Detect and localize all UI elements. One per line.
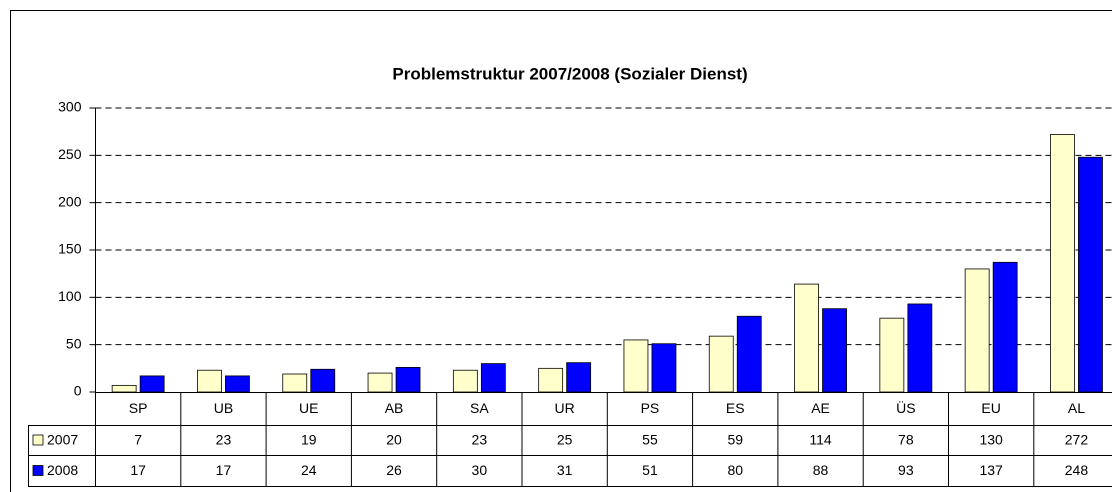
table-value: 17 — [130, 462, 146, 478]
table-value: 26 — [386, 462, 402, 478]
bar — [566, 362, 592, 393]
table-value: 23 — [216, 432, 232, 448]
table-value: 248 — [1065, 462, 1089, 478]
bar — [1078, 156, 1103, 393]
table-value: 272 — [1065, 432, 1089, 448]
table-value: 23 — [472, 432, 488, 448]
bar — [111, 384, 137, 393]
table-value: 7 — [134, 432, 142, 448]
table-value: 93 — [898, 462, 914, 478]
legend-key — [32, 434, 44, 446]
table-value: 31 — [557, 462, 573, 478]
bar — [907, 303, 933, 393]
y-tick-label: 200 — [58, 193, 82, 209]
bar — [395, 366, 421, 393]
table-value: 20 — [386, 432, 402, 448]
x-tick-label: EU — [981, 400, 1000, 416]
x-tick-label: AL — [1068, 400, 1085, 416]
x-tick-label: AB — [385, 400, 404, 416]
bar — [367, 372, 393, 393]
table-value: 114 — [809, 432, 832, 448]
bar — [1050, 134, 1075, 393]
y-tick-label: 250 — [58, 146, 82, 162]
bar — [992, 261, 1018, 393]
legend-label: 2007 — [47, 432, 78, 448]
bar — [794, 283, 819, 393]
bar — [623, 339, 649, 393]
y-tick-label: 150 — [58, 241, 82, 257]
table-value: 17 — [216, 462, 232, 478]
bar — [708, 335, 734, 393]
bar — [282, 373, 308, 393]
x-tick-label: PS — [641, 400, 660, 416]
table-value: 130 — [979, 432, 1003, 448]
bar — [879, 317, 905, 393]
bar — [139, 375, 165, 393]
bar — [197, 369, 222, 393]
x-tick-label: ÜS — [896, 399, 915, 416]
table-value: 19 — [301, 432, 317, 448]
table-value: 51 — [642, 462, 658, 478]
x-tick-label: UR — [555, 400, 575, 416]
bar — [651, 343, 677, 393]
bar — [452, 369, 478, 393]
y-tick-label: 300 — [58, 99, 82, 115]
x-tick-label: ES — [726, 400, 745, 416]
table-value: 59 — [727, 432, 743, 448]
table-value: 30 — [472, 462, 488, 478]
table-value: 24 — [301, 462, 317, 478]
chart-title: Problemstruktur 2007/2008 (Sozialer Dien… — [392, 64, 747, 83]
bar — [538, 367, 564, 393]
bar — [480, 363, 506, 393]
chart-border — [10, 10, 1112, 492]
bar — [964, 268, 990, 393]
table-value: 88 — [813, 462, 829, 478]
table-value: 137 — [979, 462, 1003, 478]
legend-key — [32, 465, 44, 476]
x-tick-label: SA — [470, 400, 489, 416]
table-value: 80 — [727, 462, 743, 478]
x-tick-label: UE — [299, 400, 318, 416]
table-value: 55 — [642, 432, 658, 448]
y-tick-label: 0 — [74, 383, 82, 399]
y-tick-label: 100 — [58, 288, 82, 304]
x-tick-label: AE — [811, 400, 830, 416]
y-tick-label: 50 — [66, 335, 82, 351]
table-value: 25 — [557, 432, 573, 448]
legend-label: 2008 — [47, 462, 78, 478]
x-tick-label: UB — [214, 400, 233, 416]
bar — [736, 315, 762, 393]
x-tick-label: SP — [129, 400, 148, 416]
table-value: 78 — [898, 432, 914, 448]
bar — [822, 308, 847, 393]
bar — [225, 375, 250, 393]
bar — [310, 368, 336, 393]
